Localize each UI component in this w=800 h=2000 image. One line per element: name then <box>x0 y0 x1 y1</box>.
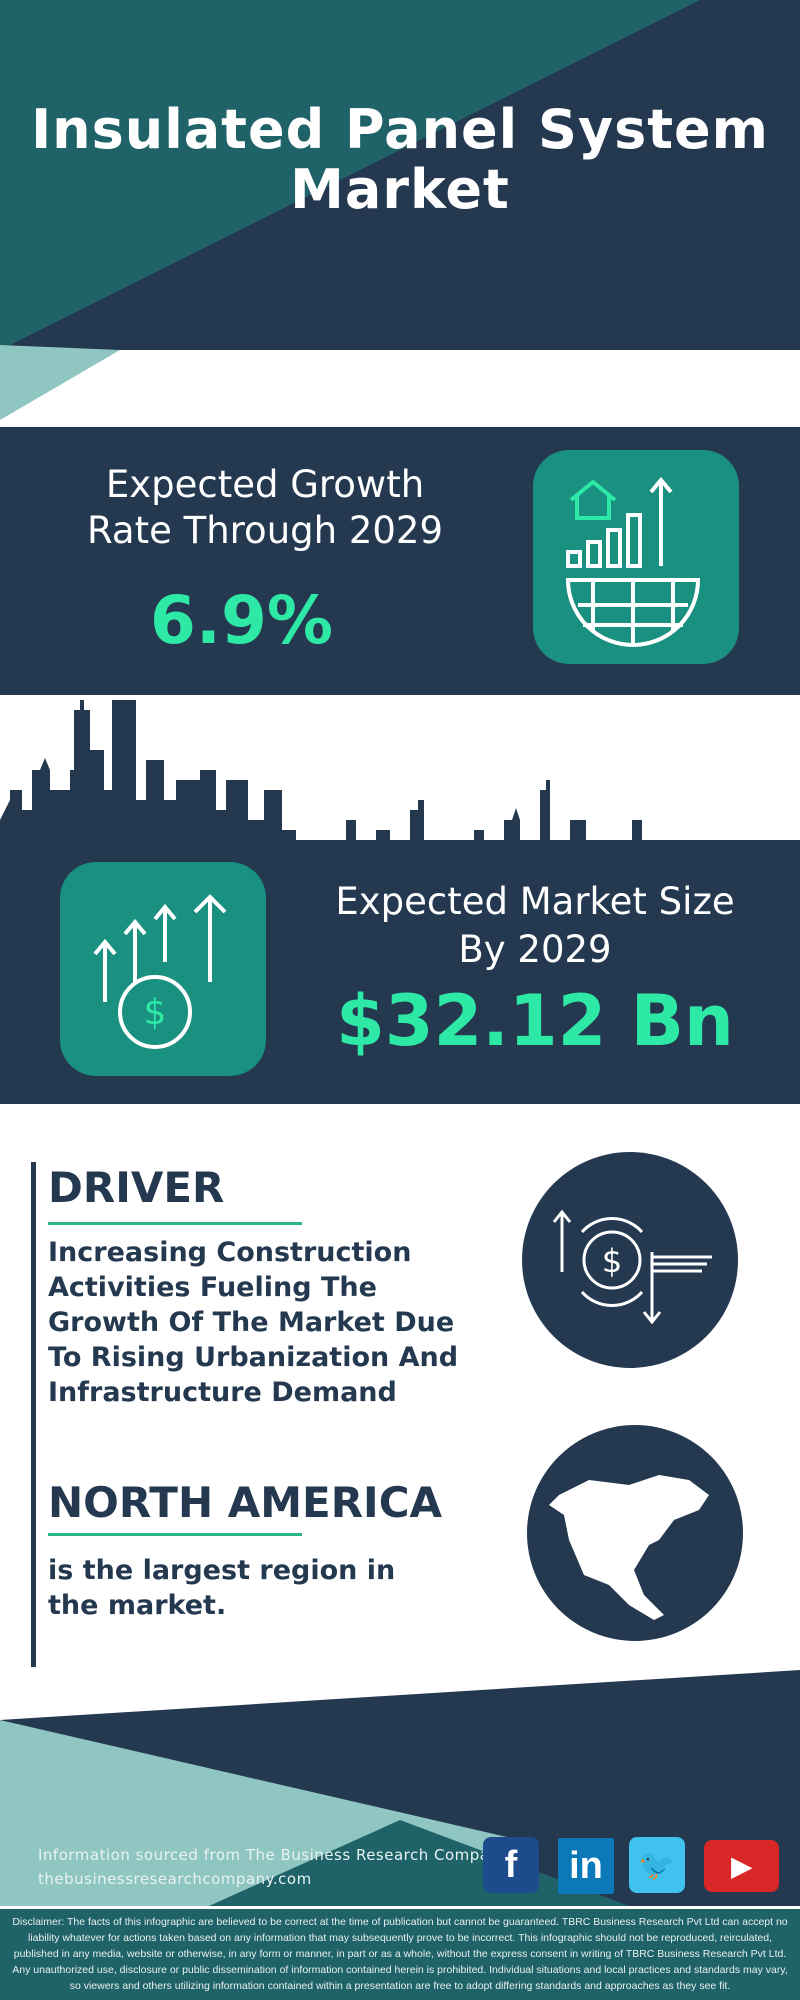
region-text: is the largest region in the market. <box>48 1555 396 1621</box>
region-underline <box>48 1533 302 1536</box>
dollar-exchange-icon: $ <box>522 1152 738 1368</box>
house-chart-globe-icon <box>533 450 739 664</box>
market-size-value: $32.12 Bn <box>336 980 734 1062</box>
driver-heading: DRIVER <box>48 1163 225 1212</box>
driver-underline <box>48 1222 302 1225</box>
market-size-label: Expected Market Size By 2029 <box>335 880 735 971</box>
twitter-icon[interactable]: 🐦 <box>629 1837 685 1893</box>
source-text: Information sourced from The Business Re… <box>38 1843 509 1891</box>
footer-background <box>0 1670 800 2000</box>
page-title: Insulated Panel System Market <box>31 98 769 221</box>
dollar-growth-arrows-icon: $ <box>60 862 266 1076</box>
svg-text:$: $ <box>602 1242 622 1280</box>
linkedin-icon[interactable]: in <box>558 1838 614 1894</box>
website-link[interactable]: thebusinessresearchcompany.com <box>38 1870 312 1888</box>
svg-text:$: $ <box>144 992 167 1033</box>
growth-value: 6.9% <box>150 582 334 659</box>
region-bar <box>31 1445 36 1667</box>
city-skyline <box>0 700 676 850</box>
driver-text: Increasing Construction Activities Fueli… <box>48 1237 459 1408</box>
header-background <box>0 0 800 430</box>
growth-label: Expected Growth Rate Through 2029 <box>87 463 443 552</box>
region-heading: NORTH AMERICA <box>48 1478 443 1527</box>
disclaimer: Disclaimer: The facts of this infographi… <box>12 1916 788 1992</box>
youtube-icon[interactable]: ▶ <box>704 1840 779 1892</box>
north-america-map-icon <box>527 1425 743 1641</box>
facebook-icon[interactable]: f <box>483 1837 539 1893</box>
driver-bar <box>31 1162 36 1447</box>
